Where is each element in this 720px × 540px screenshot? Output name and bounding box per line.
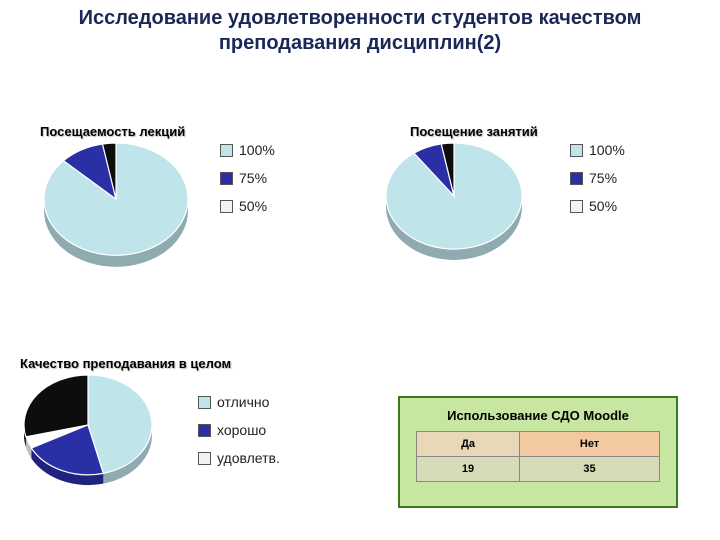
- legend-label: удовлетв.: [217, 450, 280, 466]
- legend-label: 100%: [239, 142, 275, 158]
- pie-tr: [382, 139, 538, 269]
- legend-swatch: [220, 144, 233, 157]
- legend-swatch: [570, 172, 583, 185]
- legend-label: 50%: [239, 198, 267, 214]
- legend-item: удовлетв.: [198, 450, 280, 466]
- legend-label: 50%: [589, 198, 617, 214]
- chart-grid: Посещаемость лекций 100% 75% 50% Посещение…: [0, 56, 720, 536]
- title-line2: преподавания дисциплин(2): [219, 32, 501, 54]
- legend-label: 75%: [589, 170, 617, 186]
- pie-tl: [40, 139, 192, 276]
- chart-title-bl: Качество преподавания в целом: [20, 356, 231, 371]
- page-root: Исследование удовлетворенности студентов…: [0, 0, 720, 540]
- legend-label: 100%: [589, 142, 625, 158]
- legend-swatch: [220, 172, 233, 185]
- legend-item: 50%: [220, 198, 275, 214]
- chart-title-tr: Посещение занятий: [410, 124, 538, 139]
- legend-item: 100%: [220, 142, 275, 158]
- chart-top-right: Посещение занятий: [382, 124, 538, 269]
- legend-tl: 100% 75% 50%: [220, 142, 275, 226]
- legend-item: хорошо: [198, 422, 280, 438]
- legend-swatch: [570, 200, 583, 213]
- moodle-header-row: Да Нет: [417, 432, 660, 457]
- legend-item: 75%: [570, 170, 625, 186]
- legend-item: 50%: [570, 198, 625, 214]
- legend-swatch: [220, 200, 233, 213]
- legend-item: 75%: [220, 170, 275, 186]
- legend-tr: 100% 75% 50%: [570, 142, 625, 226]
- moodle-cell-0: 19: [417, 457, 520, 482]
- title-line1: Исследование удовлетворенности студентов…: [79, 7, 642, 29]
- legend-swatch: [570, 144, 583, 157]
- legend-item: 100%: [570, 142, 625, 158]
- moodle-cell-1: 35: [520, 457, 660, 482]
- legend-label: 75%: [239, 170, 267, 186]
- legend-bl: отлично хорошо удовлетв.: [198, 394, 280, 478]
- legend-item: отлично: [198, 394, 280, 410]
- legend-swatch: [198, 424, 211, 437]
- legend-label: хорошо: [217, 422, 266, 438]
- chart-title-tl: Посещаемость лекций: [40, 124, 192, 139]
- moodle-title: Использование СДО Moodle: [416, 408, 660, 423]
- pie-svg-tr: [382, 139, 526, 264]
- page-title: Исследование удовлетворенности студентов…: [0, 0, 720, 56]
- moodle-col-1: Нет: [520, 432, 660, 457]
- moodle-col-0: Да: [417, 432, 520, 457]
- pie-svg-tl: [40, 139, 192, 271]
- moodle-box: Использование СДО Moodle Да Нет 19 35: [398, 396, 678, 508]
- moodle-data-row: 19 35: [417, 457, 660, 482]
- legend-swatch: [198, 452, 211, 465]
- legend-swatch: [198, 396, 211, 409]
- chart-top-left: Посещаемость лекций: [40, 124, 192, 276]
- legend-label: отлично: [217, 394, 269, 410]
- pie-svg-bl: [20, 371, 156, 489]
- moodle-table: Да Нет 19 35: [416, 431, 660, 482]
